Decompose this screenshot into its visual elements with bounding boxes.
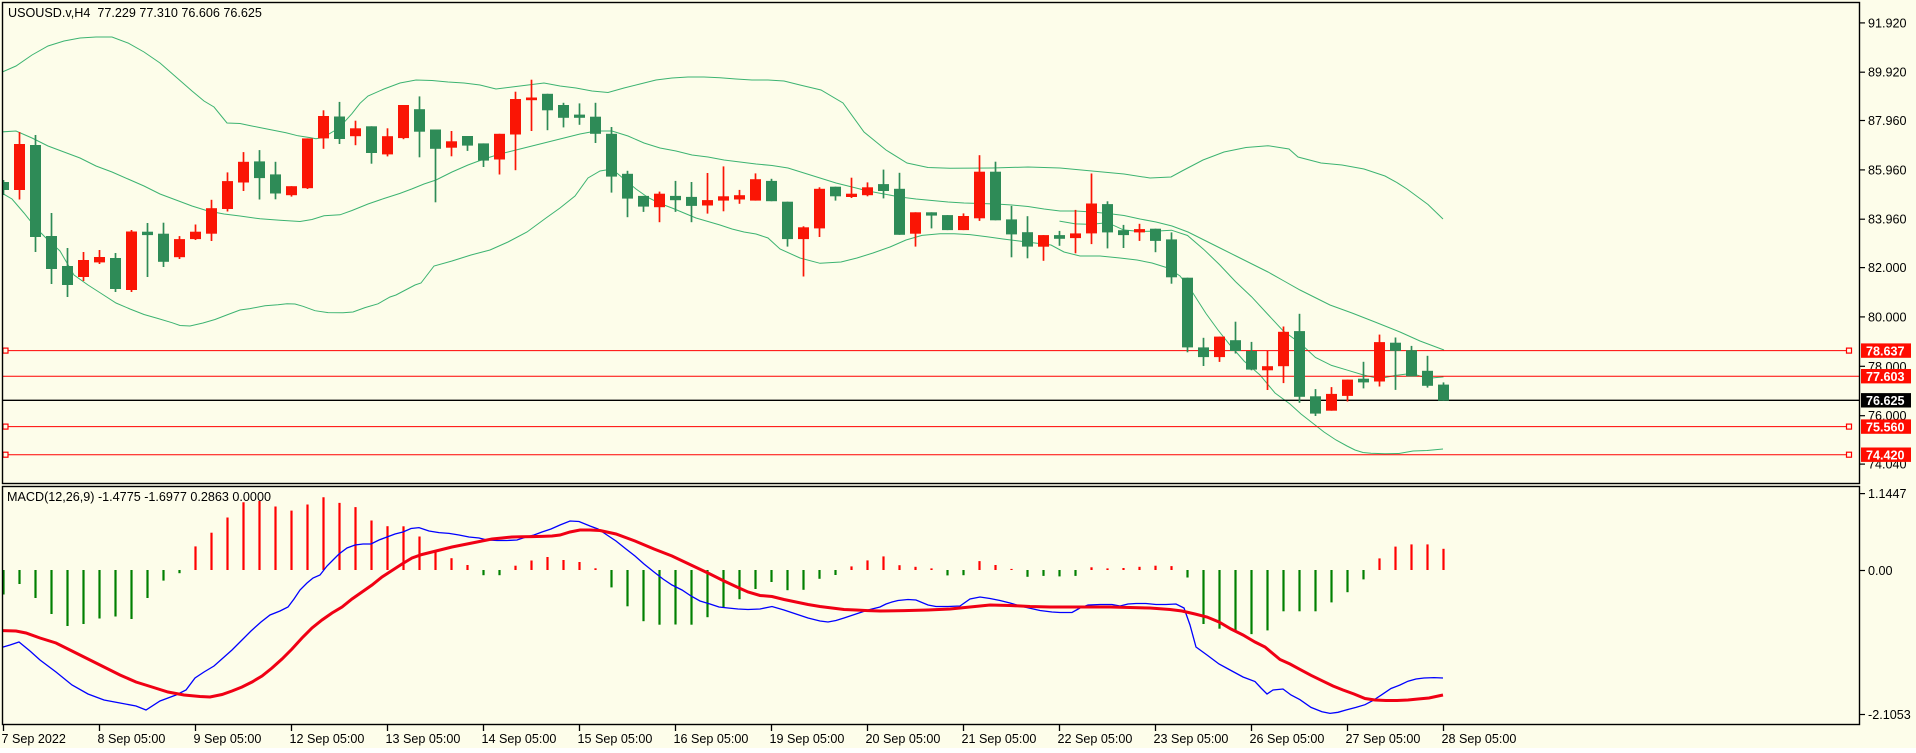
svg-text:19 Sep 05:00: 19 Sep 05:00	[770, 732, 845, 746]
svg-text:-2.1053: -2.1053	[1868, 708, 1911, 722]
svg-text:22 Sep 05:00: 22 Sep 05:00	[1058, 732, 1133, 746]
svg-text:9 Sep 05:00: 9 Sep 05:00	[194, 732, 262, 746]
svg-text:78.637: 78.637	[1866, 344, 1905, 358]
svg-text:20 Sep 05:00: 20 Sep 05:00	[866, 732, 941, 746]
svg-text:83.960: 83.960	[1868, 213, 1907, 227]
svg-text:91.920: 91.920	[1868, 16, 1907, 30]
svg-text:23 Sep 05:00: 23 Sep 05:00	[1154, 732, 1229, 746]
svg-text:16 Sep 05:00: 16 Sep 05:00	[674, 732, 749, 746]
svg-text:89.920: 89.920	[1868, 66, 1907, 80]
svg-text:8 Sep 05:00: 8 Sep 05:00	[98, 732, 166, 746]
svg-text:21 Sep 05:00: 21 Sep 05:00	[962, 732, 1037, 746]
svg-text:27 Sep 05:00: 27 Sep 05:00	[1346, 732, 1421, 746]
svg-text:26 Sep 05:00: 26 Sep 05:00	[1250, 732, 1325, 746]
svg-text:14 Sep 05:00: 14 Sep 05:00	[482, 732, 557, 746]
svg-text:12 Sep 05:00: 12 Sep 05:00	[290, 732, 365, 746]
svg-text:28 Sep 05:00: 28 Sep 05:00	[1442, 732, 1517, 746]
svg-text:76.625: 76.625	[1866, 394, 1905, 408]
svg-text:85.960: 85.960	[1868, 163, 1907, 177]
svg-text:87.960: 87.960	[1868, 114, 1907, 128]
svg-text:1.1447: 1.1447	[1868, 487, 1907, 501]
svg-text:82.000: 82.000	[1868, 261, 1907, 275]
svg-text:77.603: 77.603	[1866, 370, 1905, 384]
svg-text:75.560: 75.560	[1866, 420, 1905, 434]
svg-text:7 Sep 2022: 7 Sep 2022	[2, 732, 66, 746]
svg-text:MACD(12,26,9) -1.4775 -1.6977: MACD(12,26,9) -1.4775 -1.6977 0.2863 0.0…	[7, 490, 271, 504]
svg-text:15 Sep 05:00: 15 Sep 05:00	[578, 732, 653, 746]
svg-text:80.000: 80.000	[1868, 310, 1907, 324]
svg-text:13 Sep 05:00: 13 Sep 05:00	[386, 732, 461, 746]
svg-text:74.420: 74.420	[1866, 449, 1905, 463]
svg-text:USOUSD.v,H4 77.229 77.310 76.: USOUSD.v,H4 77.229 77.310 76.606 76.625	[8, 6, 262, 20]
svg-text:0.00: 0.00	[1868, 564, 1893, 578]
